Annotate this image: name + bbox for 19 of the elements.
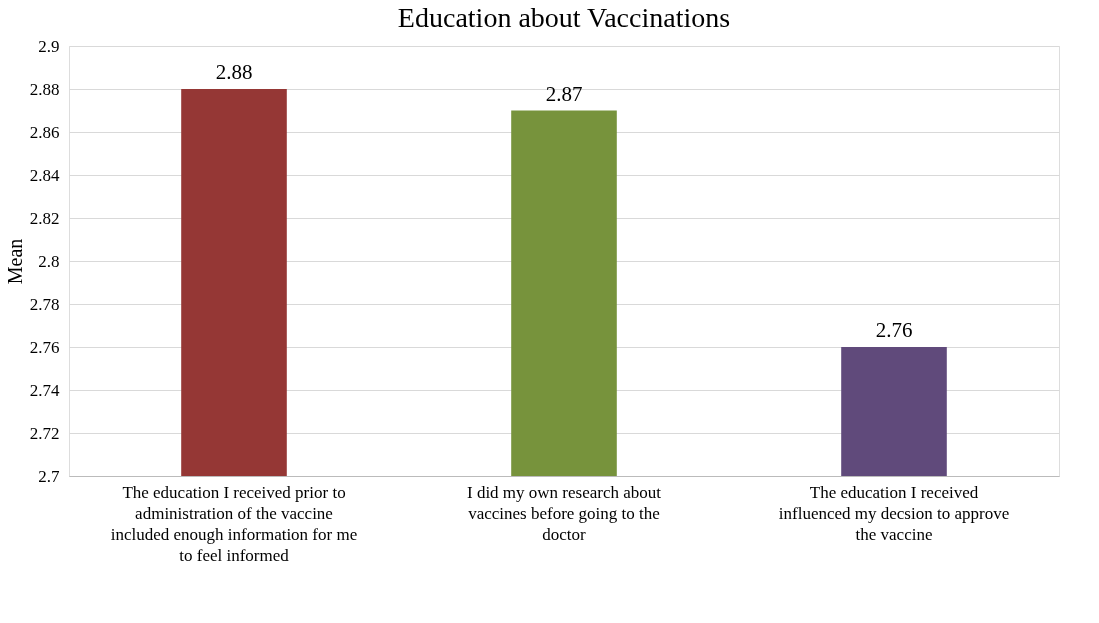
y-tick-label: 2.78 <box>29 294 60 314</box>
data-label: 2.76 <box>875 318 913 342</box>
y-tick-label: 2.76 <box>29 337 60 357</box>
data-label: 2.87 <box>545 81 583 106</box>
y-tick-label: 2.8 <box>38 251 60 271</box>
y-tick-label: 2.84 <box>29 165 60 185</box>
data-label: 2.88 <box>215 60 253 84</box>
y-tick-label: 2.7 <box>38 466 60 486</box>
chart-title: Education about Vaccinations <box>397 2 731 33</box>
x-tick-label: The education I received influenced my decsion to approve the vaccine <box>778 482 1010 544</box>
y-tick-label: 2.74 <box>29 380 60 400</box>
y-tick-label: 2.86 <box>29 122 60 142</box>
y-tick-label: 2.9 <box>38 36 60 56</box>
y-axis-title: Mean <box>3 238 26 285</box>
y-tick-label: 2.72 <box>29 423 60 443</box>
y-tick-label: 2.88 <box>29 79 60 99</box>
x-tick-label: The education I received prior to administration of the vaccine included enough information for me to feel informed <box>110 482 358 565</box>
y-tick-label: 2.82 <box>29 208 60 228</box>
x-tick-label: I did my own research about vaccines before going to the doctor <box>466 482 662 544</box>
